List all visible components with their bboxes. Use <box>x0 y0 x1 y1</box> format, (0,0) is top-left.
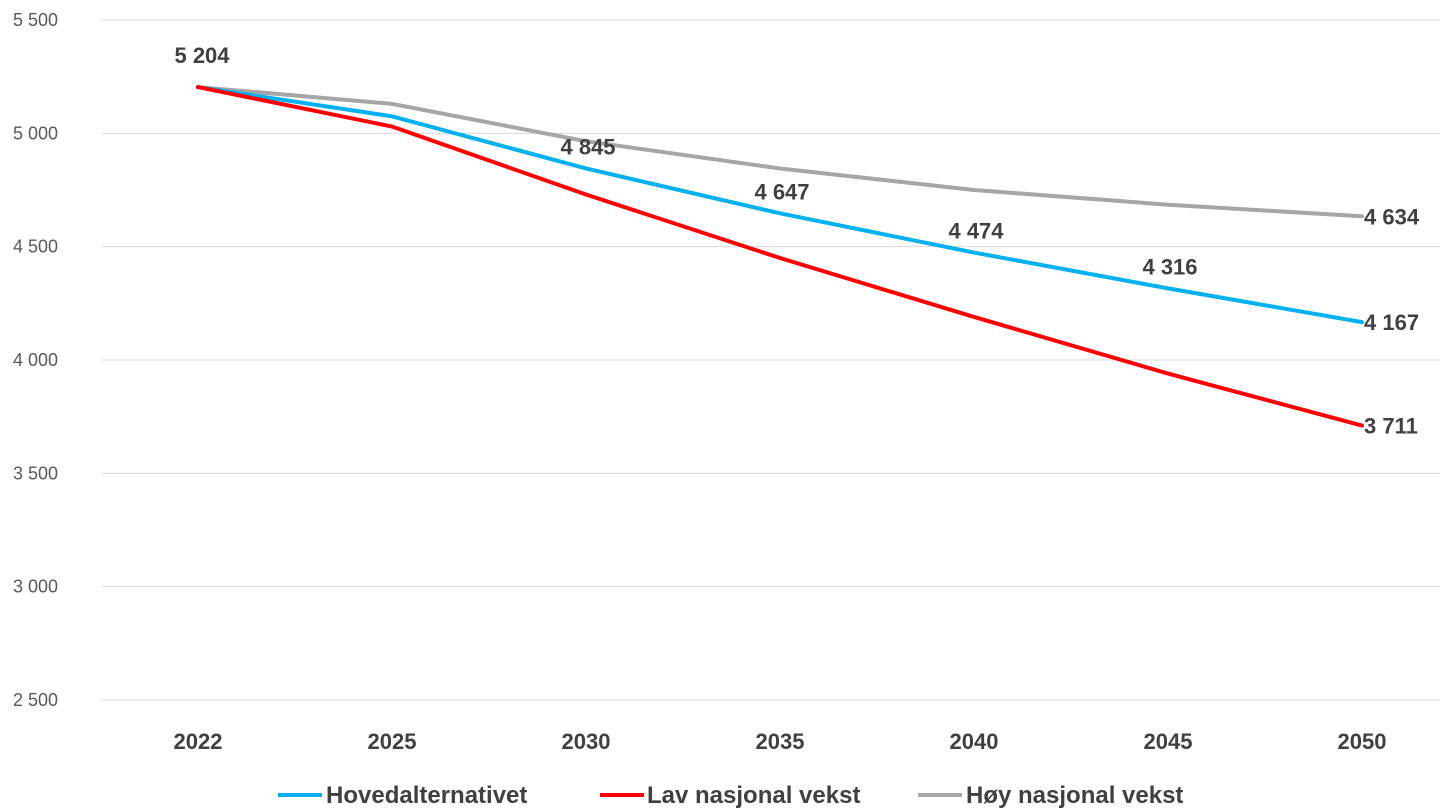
series-line-2 <box>196 85 1364 219</box>
x-tick-label: 2030 <box>562 729 611 754</box>
legend-label: Lav nasjonal vekst <box>647 782 860 808</box>
data-label: 4 845 <box>560 134 615 159</box>
x-axis-ticks: 2022 2025 2030 2035 2040 2045 2050 <box>174 729 1387 754</box>
data-label: 5 204 <box>174 43 230 68</box>
legend-item: Høy nasjonal vekst <box>918 782 1183 808</box>
x-tick-label: 2050 <box>1338 729 1387 754</box>
y-tick-label: 4 000 <box>13 350 58 370</box>
data-label: 3 711 <box>1364 414 1418 439</box>
grid-lines <box>102 19 1440 701</box>
y-axis-ticks: 2 500 3 000 3 500 4 000 4 500 5 000 5 500 <box>13 10 58 710</box>
data-labels: 4 845 4 647 4 474 4 316 4 167 3 711 4 634 5 204 <box>174 43 1419 438</box>
y-tick-label: 5 500 <box>13 10 58 30</box>
x-tick-label: 2022 <box>174 729 223 754</box>
y-tick-label: 3 000 <box>13 577 58 597</box>
series-lines <box>196 85 1364 428</box>
data-label: 4 474 <box>948 219 1004 244</box>
series-line-1 <box>196 85 1364 428</box>
y-tick-label: 3 500 <box>13 463 58 483</box>
legend-label: Høy nasjonal vekst <box>966 782 1183 808</box>
legend: Hovedalternativet Lav nasjonal vekst Høy n… <box>278 782 1183 808</box>
y-tick-label: 4 500 <box>13 237 58 257</box>
legend-item: Lav nasjonal vekst <box>600 782 860 808</box>
x-tick-label: 2025 <box>368 729 417 754</box>
legend-label: Hovedalternativet <box>326 782 527 808</box>
data-label: 4 634 <box>1364 204 1420 229</box>
data-label: 4 316 <box>1142 254 1197 279</box>
legend-item: Hovedalternativet <box>278 782 527 808</box>
data-label: 4 167 <box>1364 310 1419 335</box>
data-label: 4 647 <box>754 179 809 204</box>
series-line-0 <box>196 85 1364 325</box>
x-tick-label: 2040 <box>950 729 999 754</box>
x-tick-label: 2035 <box>756 729 805 754</box>
x-tick-label: 2045 <box>1144 729 1193 754</box>
y-tick-label: 2 500 <box>13 690 58 710</box>
y-tick-label: 5 000 <box>13 123 58 143</box>
